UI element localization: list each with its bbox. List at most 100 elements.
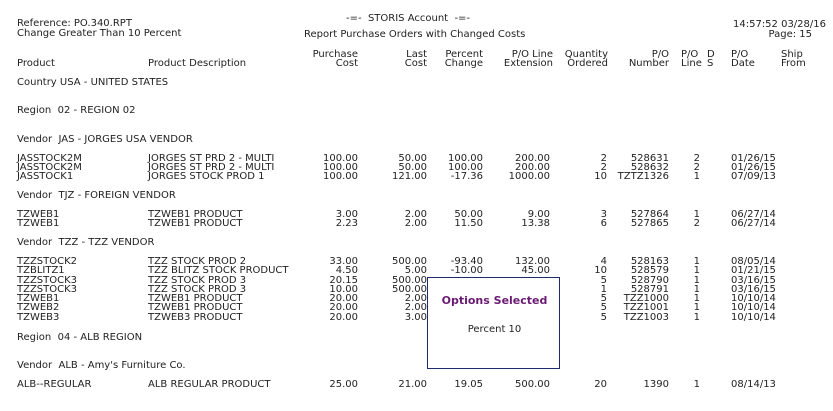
- cell-last-cost: 5.00: [404, 265, 427, 276]
- cell-line-extension: 13.38: [521, 218, 550, 229]
- cell-po-number: 528632: [630, 162, 669, 173]
- cell-product-desc: TZWEB3 PRODUCT: [148, 312, 243, 323]
- cell-line-extension: 1000.00: [508, 171, 550, 182]
- cell-product-desc: TZWEB1 PRODUCT: [148, 293, 243, 304]
- cell-po-number: 528791: [630, 284, 669, 295]
- cell-product-code: TZZSTOCK3: [17, 275, 78, 286]
- report-criteria: Change Greater Than 10 Percent: [17, 28, 182, 39]
- cell-percent-change: 100.00: [448, 153, 483, 164]
- cell-po-line: 1: [693, 256, 700, 267]
- cell-qty-ordered: 3: [600, 209, 607, 220]
- cell-po-date: 10/10/14: [731, 302, 776, 313]
- cell-po-line: 1: [693, 171, 700, 182]
- cell-qty-ordered: 10: [594, 171, 607, 182]
- vendor-heading: Vendor JAS - JORGES USA VENDOR: [17, 134, 193, 145]
- cell-po-date: 01/21/15: [731, 265, 776, 276]
- cell-product-desc: TZZ STOCK PROD 3: [148, 284, 247, 295]
- cell-line-extension: 45.00: [521, 265, 550, 276]
- cell-product-code: TZWEB1: [17, 209, 60, 220]
- cell-po-line: 1: [693, 275, 700, 286]
- col-percent-change-1: Percent: [445, 49, 483, 60]
- page-number: Page: 15: [768, 29, 812, 40]
- cell-product-desc: JORGES STOCK PROD 1: [148, 171, 265, 182]
- cell-purchase-cost: 20.00: [329, 312, 358, 323]
- cell-purchase-cost: 20.00: [329, 293, 358, 304]
- cell-product-code: TZZSTOCK2: [17, 256, 78, 267]
- col-po-date-1: P/O: [731, 49, 749, 60]
- cell-po-date: 07/09/13: [731, 171, 776, 182]
- cell-product-desc: TZZ STOCK PROD 3: [148, 275, 247, 286]
- cell-last-cost: 121.00: [392, 171, 427, 182]
- col-ship-from-2: From: [781, 58, 806, 69]
- col-po-number-2: Number: [628, 58, 669, 69]
- cell-qty-ordered: 5: [600, 312, 607, 323]
- col-last-cost-1: Last: [406, 49, 427, 60]
- cell-purchase-cost: 4.50: [335, 265, 358, 276]
- col-po-line-1: P/O: [681, 49, 699, 60]
- vendor-heading: Vendor ALB - Amy's Furniture Co.: [17, 360, 186, 371]
- cell-po-number: 528579: [630, 265, 669, 276]
- cell-purchase-cost: 3.00: [335, 209, 358, 220]
- col-percent-change-2: Change: [444, 58, 483, 69]
- cell-line-extension: 500.00: [515, 379, 550, 390]
- cell-percent-change: -17.36: [450, 171, 483, 182]
- cell-last-cost: 50.00: [398, 153, 427, 164]
- cell-purchase-cost: 100.00: [323, 162, 358, 173]
- cell-po-date: 01/26/15: [731, 153, 776, 164]
- cell-product-code: TZWEB1: [17, 218, 60, 229]
- cell-last-cost: 2.00: [404, 209, 427, 220]
- cell-purchase-cost: 100.00: [323, 171, 358, 182]
- col-purchase-cost-2: Cost: [335, 58, 358, 69]
- col-ds-1: D: [707, 49, 715, 60]
- cell-qty-ordered: 6: [600, 218, 607, 229]
- cell-po-line: 1: [693, 302, 700, 313]
- cell-percent-change: -10.00: [450, 265, 483, 276]
- cell-po-line: 2: [693, 218, 700, 229]
- cell-product-desc: ALB REGULAR PRODUCT: [148, 379, 271, 390]
- cell-po-line: 1: [693, 312, 700, 323]
- cell-po-date: 10/10/14: [731, 293, 776, 304]
- cell-product-desc: TZWEB1 PRODUCT: [148, 218, 243, 229]
- cell-qty-ordered: 4: [600, 256, 607, 267]
- cell-product-code: TZBLITZ1: [17, 265, 65, 276]
- cell-line-extension: 132.00: [515, 256, 550, 267]
- cell-po-date: 01/26/15: [731, 162, 776, 173]
- region-heading: Region 02 - REGION 02: [17, 105, 136, 116]
- region-heading: Region 04 - ALB REGION: [17, 332, 143, 343]
- cell-line-extension: 9.00: [527, 209, 550, 220]
- cell-po-number: 528631: [630, 153, 669, 164]
- cell-po-line: 2: [693, 153, 700, 164]
- cell-purchase-cost: 20.00: [329, 302, 358, 313]
- cell-po-date: 08/14/13: [731, 379, 776, 390]
- cell-po-number: 1390: [643, 379, 669, 390]
- cell-po-line: 1: [693, 284, 700, 295]
- col-purchase-cost-1: Purchase: [312, 49, 358, 60]
- cell-po-number: 528790: [630, 275, 669, 286]
- cell-last-cost: 50.00: [398, 162, 427, 173]
- cell-product-desc: TZZ STOCK PROD 2: [148, 256, 247, 267]
- cell-last-cost: 500.00: [392, 275, 427, 286]
- cell-product-code: TZWEB3: [17, 312, 60, 323]
- cell-product-desc: TZWEB1 PRODUCT: [148, 209, 243, 220]
- options-selected-title: Options Selected: [441, 294, 548, 307]
- cell-qty-ordered: 5: [600, 302, 607, 313]
- cell-qty-ordered: 10: [594, 265, 607, 276]
- cell-qty-ordered: 1: [600, 284, 607, 295]
- cell-last-cost: 500.00: [392, 284, 427, 295]
- country-heading: Country USA - UNITED STATES: [17, 77, 169, 88]
- col-ds-2: S: [707, 58, 714, 69]
- cell-po-date: 06/27/14: [731, 209, 776, 220]
- cell-po-line: 1: [693, 265, 700, 276]
- cell-line-extension: 200.00: [515, 162, 550, 173]
- options-selected-value: Percent 10: [467, 324, 522, 335]
- report-timestamp: 14:57:52 03/28/16: [732, 19, 826, 30]
- cell-po-number: 527865: [630, 218, 669, 229]
- cell-purchase-cost: 25.00: [329, 379, 358, 390]
- col-po-number-1: P/O: [651, 49, 669, 60]
- col-po-date-2: Date: [731, 58, 755, 69]
- col-quantity-1: Quantity: [564, 49, 608, 60]
- cell-purchase-cost: 10.00: [329, 284, 358, 295]
- report-title: Report Purchase Orders with Changed Cost…: [304, 29, 526, 40]
- vendor-heading: Vendor TZZ - TZZ VENDOR: [17, 237, 155, 248]
- cell-po-number: 528163: [630, 256, 669, 267]
